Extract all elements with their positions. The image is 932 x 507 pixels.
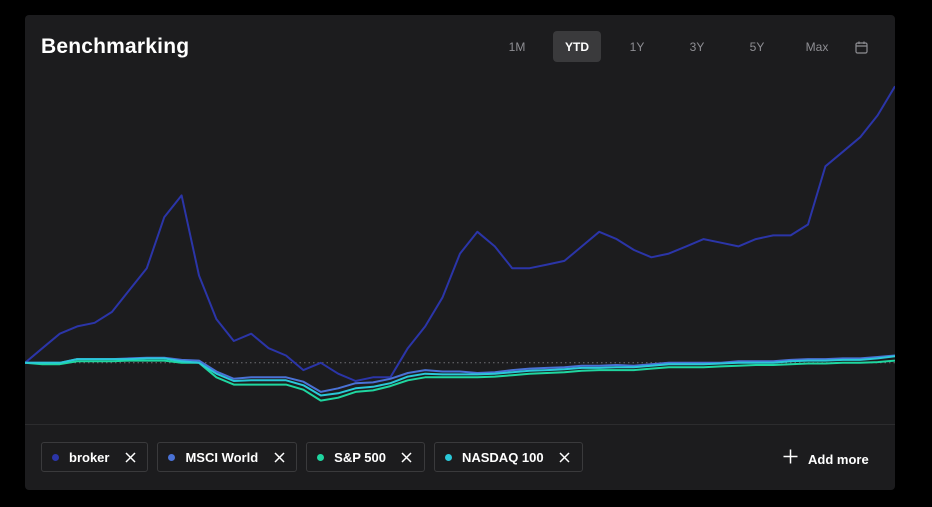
plus-icon xyxy=(783,449,798,469)
remove-icon[interactable] xyxy=(558,450,572,464)
chip-label: MSCI World xyxy=(185,449,259,465)
chip-nasdaq-100: NASDAQ 100 xyxy=(433,442,583,472)
chip-broker: broker xyxy=(41,442,149,472)
calendar-icon[interactable] xyxy=(851,37,871,57)
nasdaq-100-line xyxy=(25,355,895,397)
chip-sp500: S&P 500 xyxy=(306,442,425,472)
card-title: Benchmarking xyxy=(41,35,190,58)
range-max[interactable]: Max xyxy=(805,39,829,54)
nasdaq-dot xyxy=(444,453,452,461)
benchmark-line-chart xyxy=(25,85,895,402)
add-more-label: Add more xyxy=(808,451,869,467)
range-5y[interactable]: 5Y xyxy=(749,39,765,54)
chip-msci-world: MSCI World xyxy=(157,442,298,472)
range-3y[interactable]: 3Y xyxy=(689,39,705,54)
sp500-dot xyxy=(317,453,325,461)
broker-dot xyxy=(52,453,59,461)
chip-label: broker xyxy=(69,449,110,465)
remove-icon[interactable] xyxy=(272,450,286,464)
sp500-line xyxy=(25,359,895,402)
broker-line xyxy=(25,85,895,382)
range-1y[interactable]: 1Y xyxy=(629,39,645,54)
chip-label: NASDAQ 100 xyxy=(461,449,544,465)
remove-icon[interactable] xyxy=(400,450,414,464)
range-ytd[interactable]: YTD xyxy=(553,31,601,62)
series-chips: broker MSCI World S&P 500 NASDAQ 100 xyxy=(41,442,592,472)
chip-label: S&P 500 xyxy=(334,449,386,465)
benchmarking-card: Benchmarking 1M YTD 1Y 3Y 5Y Max broker … xyxy=(25,15,895,490)
msci-dot xyxy=(168,453,176,461)
divider xyxy=(25,424,895,425)
remove-icon[interactable] xyxy=(123,450,137,464)
range-selector: 1M YTD 1Y 3Y 5Y Max xyxy=(493,31,853,62)
add-more-button[interactable]: Add more xyxy=(783,449,869,469)
range-1m[interactable]: 1M xyxy=(508,39,526,54)
